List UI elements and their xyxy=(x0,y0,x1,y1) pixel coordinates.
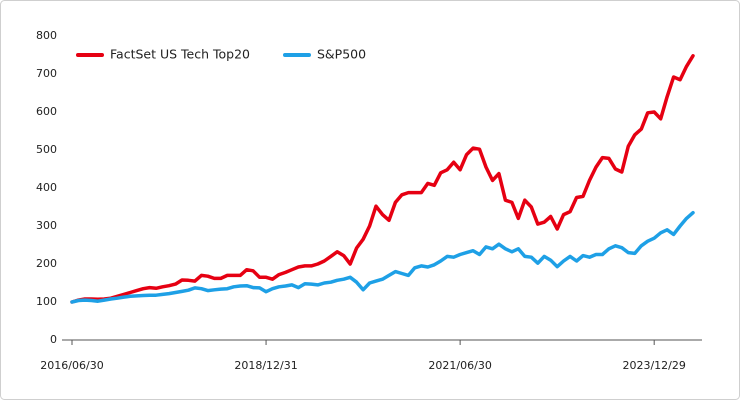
y-tick-label: 800 xyxy=(36,29,57,42)
y-tick-label: 600 xyxy=(36,105,57,118)
x-tick-label: 2018/12/31 xyxy=(234,359,297,372)
y-tick-label: 100 xyxy=(36,295,57,308)
legend-label: S&P500 xyxy=(317,47,366,62)
x-tick-label: 2021/06/30 xyxy=(428,359,491,372)
legend-label: FactSet US Tech Top20 xyxy=(110,47,250,62)
y-tick-label: 300 xyxy=(36,219,57,232)
y-tick-label: 200 xyxy=(36,257,57,270)
series-line xyxy=(70,54,695,304)
y-tick-label: 0 xyxy=(50,333,57,346)
x-tick-label: 2023/12/29 xyxy=(622,359,685,372)
y-tick-label: 400 xyxy=(36,181,57,194)
series-line xyxy=(70,210,695,304)
y-tick-label: 500 xyxy=(36,143,57,156)
x-tick-label: 2016/06/30 xyxy=(40,359,103,372)
y-tick-label: 700 xyxy=(36,67,57,80)
